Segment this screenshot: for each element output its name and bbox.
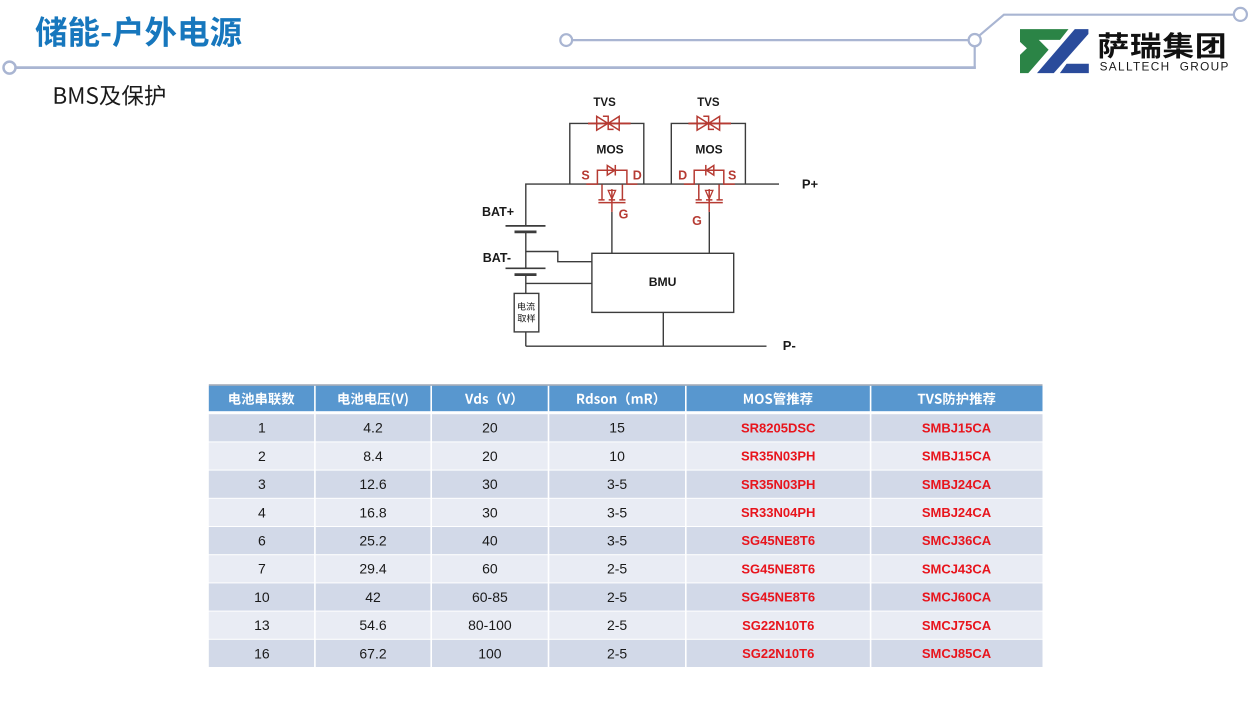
svg-text:10: 10 — [254, 589, 270, 605]
svg-text:25.2: 25.2 — [359, 533, 386, 549]
svg-text:30: 30 — [482, 504, 498, 520]
svg-text:D: D — [678, 169, 687, 183]
svg-text:SMCJ43CA: SMCJ43CA — [922, 561, 992, 576]
svg-text:10: 10 — [609, 448, 625, 464]
svg-text:G: G — [692, 214, 702, 228]
svg-text:BAT-: BAT- — [483, 251, 511, 265]
svg-text:SR33N04PH: SR33N04PH — [741, 505, 815, 520]
svg-text:SR35N03PH: SR35N03PH — [741, 449, 815, 464]
svg-text:42: 42 — [365, 589, 381, 605]
svg-text:G: G — [619, 208, 629, 222]
svg-text:SMCJ36CA: SMCJ36CA — [922, 533, 992, 548]
svg-text:SMBJ15CA: SMBJ15CA — [922, 449, 992, 464]
svg-text:TVS: TVS — [697, 97, 720, 109]
svg-text:12.6: 12.6 — [359, 476, 386, 492]
svg-text:SMCJ75CA: SMCJ75CA — [922, 618, 992, 633]
svg-text:2-5: 2-5 — [607, 645, 627, 661]
svg-text:P+: P+ — [802, 176, 819, 191]
svg-text:SMCJ60CA: SMCJ60CA — [922, 590, 992, 605]
svg-text:SG45NE8T6: SG45NE8T6 — [741, 533, 815, 548]
svg-text:20: 20 — [482, 448, 498, 464]
svg-text:13: 13 — [254, 617, 270, 633]
svg-text:29.4: 29.4 — [359, 561, 386, 577]
svg-text:6: 6 — [258, 533, 266, 549]
svg-text:SMBJ24CA: SMBJ24CA — [922, 505, 992, 520]
svg-text:3-5: 3-5 — [607, 504, 627, 520]
svg-text:40: 40 — [482, 533, 498, 549]
svg-text:S: S — [728, 169, 736, 183]
svg-text:30: 30 — [482, 476, 498, 492]
svg-text:BMU: BMU — [649, 275, 677, 289]
svg-text:BAT+: BAT+ — [482, 205, 514, 219]
svg-text:60: 60 — [482, 561, 498, 577]
svg-text:SMBJ15CA: SMBJ15CA — [922, 420, 992, 435]
svg-text:3: 3 — [258, 476, 266, 492]
svg-text:100: 100 — [478, 645, 502, 661]
svg-text:80-100: 80-100 — [468, 617, 512, 633]
svg-text:SALLTECH GROUP: SALLTECH GROUP — [1100, 60, 1230, 74]
svg-text:7: 7 — [258, 561, 266, 577]
svg-text:SG22N10T6: SG22N10T6 — [742, 646, 814, 661]
svg-text:4: 4 — [258, 504, 266, 520]
svg-text:SG45NE8T6: SG45NE8T6 — [741, 590, 815, 605]
svg-text:SMCJ85CA: SMCJ85CA — [922, 646, 992, 661]
svg-text:SR35N03PH: SR35N03PH — [741, 477, 815, 492]
svg-text:16: 16 — [254, 645, 270, 661]
svg-text:3-5: 3-5 — [607, 476, 627, 492]
svg-text:3-5: 3-5 — [607, 533, 627, 549]
svg-text:S: S — [581, 169, 589, 183]
svg-text:20: 20 — [482, 420, 498, 436]
svg-text:SG45NE8T6: SG45NE8T6 — [741, 561, 815, 576]
svg-text:2-5: 2-5 — [607, 617, 627, 633]
svg-text:SR8205DSC: SR8205DSC — [741, 420, 816, 435]
svg-text:SG22N10T6: SG22N10T6 — [742, 618, 814, 633]
svg-text:2: 2 — [258, 448, 266, 464]
svg-text:60-85: 60-85 — [472, 589, 508, 605]
svg-text:16.8: 16.8 — [359, 504, 386, 520]
svg-text:54.6: 54.6 — [359, 617, 386, 633]
svg-text:8.4: 8.4 — [363, 448, 383, 464]
svg-text:SMBJ24CA: SMBJ24CA — [922, 477, 992, 492]
svg-text:MOS: MOS — [596, 142, 623, 156]
svg-text:1: 1 — [258, 420, 266, 436]
svg-text:MOS: MOS — [695, 142, 722, 156]
svg-text:2-5: 2-5 — [607, 561, 627, 577]
svg-text:D: D — [633, 169, 642, 183]
svg-text:2-5: 2-5 — [607, 589, 627, 605]
svg-text:TVS: TVS — [593, 97, 616, 109]
svg-text:67.2: 67.2 — [359, 645, 386, 661]
svg-text:4.2: 4.2 — [363, 420, 383, 436]
svg-text:P-: P- — [783, 338, 796, 353]
svg-text:15: 15 — [609, 420, 625, 436]
